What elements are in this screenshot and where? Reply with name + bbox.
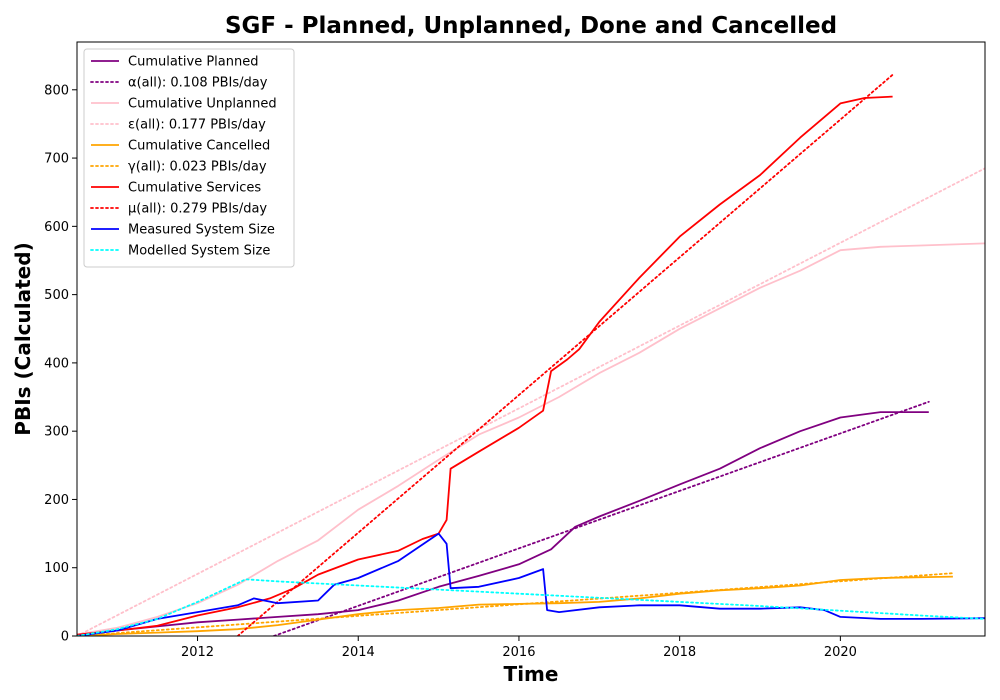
series-line-measured-system-size [77,532,985,636]
series-line-all-0-279-pbis-day [236,73,894,636]
chart-title: SGF - Planned, Unplanned, Done and Cance… [225,13,837,39]
x-tick-label: 2012 [181,645,214,660]
y-axis-label: PBIs (Calculated) [11,242,35,435]
series-line-all-0-023-pbis-day [77,572,954,636]
legend: Cumulative Planned α(all): 0.108 PBIs/day… [83,48,295,268]
series-line-all-0-108-pbis-day [273,400,930,636]
y-tick-label: 400 [44,356,69,371]
series-line-cumulative-cancelled [77,575,953,636]
x-tick-label: 2014 [342,645,375,660]
series-line-cumulative-services [77,95,893,636]
series-line-cumulative-planned [77,411,929,636]
series-line-modelled-system-size [77,578,985,636]
legend-label-all-0-279-pbis-day: μ(all): 0.279 PBIs/day [128,202,267,217]
axis-ticks: 2012 2014 2016 2018 2020 0 100 200 300 400 500 600 7… [44,83,857,660]
legend-label-measured-system-size: Measured System Size [128,223,275,238]
y-tick-label: 600 [44,220,69,235]
legend-label-cumulative-planned: Cumulative Planned [128,55,258,70]
y-tick-label: 100 [44,561,69,576]
legend-label-all-0-177-pbis-day: ε(all): 0.177 PBIs/day [128,118,266,133]
y-tick-label: 500 [44,288,69,303]
legend-label-cumulative-cancelled: Cumulative Cancelled [128,139,270,154]
legend-label-all-0-108-pbis-day: α(all): 0.108 PBIs/day [128,76,268,91]
legend-label-all-0-023-pbis-day: γ(all): 0.023 PBIs/day [128,160,267,175]
plot-frame [76,41,986,637]
y-tick-label: 200 [44,493,69,508]
legend-label-cumulative-services: Cumulative Services [128,181,261,196]
x-axis-label: Time [504,662,559,686]
y-tick-label: 0 [61,630,69,645]
y-tick-label: 800 [44,83,69,98]
y-tick-label: 300 [44,425,69,440]
y-tick-label: 700 [44,152,69,167]
x-tick-label: 2020 [824,645,857,660]
x-tick-label: 2018 [663,645,696,660]
series-line-all-0-177-pbis-day [77,167,985,636]
legend-label-cumulative-unplanned: Cumulative Unplanned [128,97,277,112]
legend-box [83,48,295,268]
plot-area [77,73,985,636]
legend-label-modelled-system-size: Modelled System Size [128,244,270,259]
x-tick-label: 2016 [502,645,535,660]
series-line-cumulative-unplanned [77,242,985,636]
